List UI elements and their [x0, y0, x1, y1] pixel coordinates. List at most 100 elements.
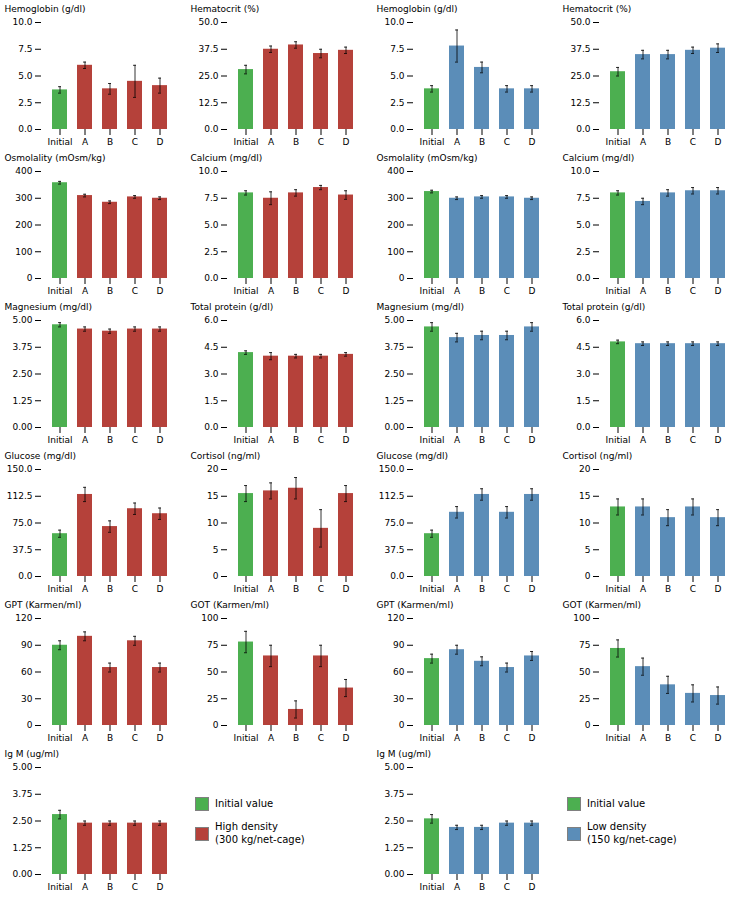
- svg-text:5: 5: [585, 545, 591, 555]
- svg-text:100: 100: [387, 247, 404, 257]
- svg-text:Initial: Initial: [48, 286, 73, 296]
- svg-text:C: C: [504, 435, 510, 445]
- svg-text:Initial: Initial: [420, 286, 445, 296]
- svg-text:A: A: [640, 137, 647, 147]
- svg-text:20: 20: [579, 464, 591, 474]
- svg-text:D: D: [529, 882, 536, 892]
- svg-text:75.0: 75.0: [12, 518, 32, 528]
- svg-text:B: B: [107, 286, 113, 296]
- svg-text:120: 120: [387, 613, 404, 623]
- svg-text:Initial: Initial: [48, 137, 73, 147]
- svg-text:10.0: 10.0: [198, 166, 218, 176]
- svg-text:0.00: 0.00: [12, 869, 32, 879]
- svg-text:150.0: 150.0: [7, 464, 33, 474]
- svg-text:Initial: Initial: [606, 584, 631, 594]
- svg-text:0.0: 0.0: [576, 422, 591, 432]
- svg-text:Initial: Initial: [234, 137, 259, 147]
- svg-text:0.00: 0.00: [384, 869, 404, 879]
- svg-text:Ig M (ug/ml): Ig M (ug/ml): [5, 749, 60, 759]
- svg-text:Hematocrit (%): Hematocrit (%): [191, 4, 260, 14]
- svg-text:60: 60: [21, 667, 33, 677]
- svg-text:0.0: 0.0: [204, 124, 219, 134]
- svg-text:C: C: [690, 137, 696, 147]
- svg-text:C: C: [690, 435, 696, 445]
- svg-text:25: 25: [207, 694, 218, 704]
- svg-text:GOT (Karmen/ml): GOT (Karmen/ml): [563, 600, 642, 610]
- svg-text:Initial: Initial: [420, 733, 445, 743]
- svg-text:A: A: [454, 882, 461, 892]
- svg-text:Glucose (mg/dl): Glucose (mg/dl): [5, 451, 76, 461]
- svg-text:Hemoglobin (g/dl): Hemoglobin (g/dl): [5, 4, 86, 14]
- svg-text:200: 200: [15, 220, 32, 230]
- svg-text:A: A: [640, 584, 647, 594]
- svg-text:A: A: [454, 733, 461, 743]
- svg-text:D: D: [157, 584, 164, 594]
- svg-text:37.5: 37.5: [12, 545, 32, 555]
- svg-text:A: A: [268, 584, 275, 594]
- svg-text:C: C: [504, 584, 510, 594]
- svg-text:D: D: [715, 584, 722, 594]
- svg-text:Initial: Initial: [234, 584, 259, 594]
- svg-text:4.5: 4.5: [576, 342, 590, 352]
- svg-text:A: A: [82, 584, 89, 594]
- svg-text:5.0: 5.0: [18, 71, 33, 81]
- svg-text:C: C: [318, 733, 324, 743]
- svg-text:B: B: [293, 584, 299, 594]
- svg-text:90: 90: [393, 640, 405, 650]
- svg-text:0: 0: [27, 720, 33, 730]
- svg-text:75.0: 75.0: [384, 518, 404, 528]
- svg-text:112.5: 112.5: [379, 491, 405, 501]
- svg-text:2.50: 2.50: [384, 816, 404, 826]
- svg-text:C: C: [318, 286, 324, 296]
- svg-text:B: B: [293, 286, 299, 296]
- svg-text:B: B: [107, 137, 113, 147]
- svg-text:12.5: 12.5: [198, 98, 218, 108]
- svg-text:B: B: [107, 584, 113, 594]
- svg-text:0: 0: [27, 273, 33, 283]
- svg-text:2.50: 2.50: [384, 369, 404, 379]
- svg-text:3.0: 3.0: [576, 369, 591, 379]
- svg-text:15: 15: [579, 491, 590, 501]
- svg-text:Cortisol (ng/ml): Cortisol (ng/ml): [191, 451, 261, 461]
- svg-text:D: D: [529, 584, 536, 594]
- svg-text:25.0: 25.0: [570, 71, 590, 81]
- svg-text:C: C: [132, 733, 138, 743]
- svg-text:B: B: [293, 733, 299, 743]
- svg-text:5.00: 5.00: [12, 762, 32, 772]
- svg-text:Initial: Initial: [420, 435, 445, 445]
- svg-text:A: A: [640, 286, 647, 296]
- svg-text:4.5: 4.5: [204, 342, 218, 352]
- svg-text:25: 25: [579, 694, 590, 704]
- svg-text:GPT (Karmen/ml): GPT (Karmen/ml): [377, 600, 454, 610]
- svg-text:GOT (Karmen/ml): GOT (Karmen/ml): [191, 600, 270, 610]
- svg-text:B: B: [665, 286, 671, 296]
- svg-text:37.5: 37.5: [198, 44, 218, 54]
- svg-text:0: 0: [585, 720, 591, 730]
- svg-text:75: 75: [579, 640, 590, 650]
- svg-text:C: C: [132, 137, 138, 147]
- svg-text:Initial: Initial: [48, 733, 73, 743]
- svg-text:C: C: [318, 435, 324, 445]
- svg-text:A: A: [82, 137, 89, 147]
- svg-text:0: 0: [213, 571, 219, 581]
- svg-text:D: D: [157, 137, 164, 147]
- svg-text:90: 90: [21, 640, 33, 650]
- svg-text:20: 20: [207, 464, 219, 474]
- svg-text:5.00: 5.00: [12, 315, 32, 325]
- svg-text:Glucose (mg/dl): Glucose (mg/dl): [377, 451, 448, 461]
- svg-text:C: C: [318, 584, 324, 594]
- svg-text:10: 10: [579, 518, 591, 528]
- svg-text:10.0: 10.0: [384, 17, 404, 27]
- svg-text:C: C: [132, 286, 138, 296]
- svg-text:37.5: 37.5: [570, 44, 590, 54]
- svg-text:C: C: [504, 882, 510, 892]
- svg-text:D: D: [343, 137, 350, 147]
- svg-text:0.0: 0.0: [576, 273, 591, 283]
- svg-text:B: B: [107, 882, 113, 892]
- svg-text:5.0: 5.0: [204, 220, 219, 230]
- svg-text:B: B: [665, 137, 671, 147]
- svg-text:D: D: [157, 882, 164, 892]
- svg-text:B: B: [665, 733, 671, 743]
- svg-text:300: 300: [15, 193, 32, 203]
- svg-text:3.75: 3.75: [384, 789, 404, 799]
